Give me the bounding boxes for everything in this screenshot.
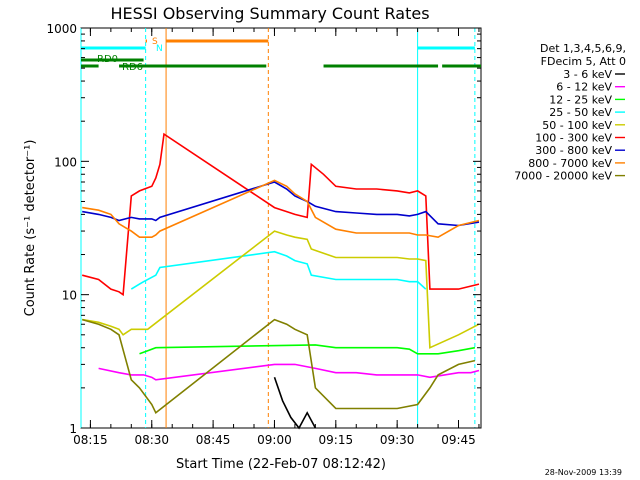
series-line-25-50-kev [130,250,427,290]
flag-label-n: N [156,44,163,54]
legend-header-line: Det 1,3,4,5,6,9, [540,42,626,55]
x-tick-label: 08:45 [196,433,231,447]
series-line-50-100-kev [82,230,480,349]
flag-label-rd6: RD6 [122,62,143,73]
legend-label-7000-20000-kev: 7000 - 20000 keV [514,170,612,183]
y-tick-label: 1 [69,422,77,436]
x-axis-label: Start Time (22-Feb-07 08:12:42) [176,457,386,472]
x-tick-label: 09:30 [380,433,415,447]
legend-label-100-300-kev: 100 - 300 keV [535,132,612,145]
axis-ticks: 08:15 08:30 08:45 09:00 09:15 09:30 09:45 1 10 10… [46,22,481,447]
legend-label-12-25-kev: 12 - 25 keV [549,93,612,106]
plot-frame [80,27,482,429]
series-line-3-6-kev [273,377,317,430]
legend-label-800-7000-kev: 800 - 7000 keV [528,157,612,170]
series-line-7000-20000-kev [81,318,476,415]
vertical-markers [80,28,476,428]
legend-label-6-12-kev: 6 - 12 keV [556,81,612,94]
y-tick-label: 1000 [46,22,77,36]
flag-label-rd0: RD0 [97,54,118,65]
series-line-300-800-kev [82,181,480,227]
x-tick-label: 09:15 [319,433,354,447]
y-axis-label: Count Rate (s⁻¹ detector⁻¹) [23,140,38,317]
flag-label-s: S [152,37,158,47]
legend-label-300-800-kev: 300 - 800 keV [535,144,612,157]
footer-timestamp: 28-Nov-2009 13:39 [545,468,622,477]
series-line-12-25-kev [139,344,476,355]
series-line-100-300-kev [81,132,480,297]
x-tick-label: 08:30 [134,433,169,447]
x-tick-label: 09:00 [257,433,292,447]
y-tick-label: 10 [62,289,77,303]
legend-header-line: FDecim 5, Att 0 [541,55,626,68]
legend-label-25-50-kev: 25 - 50 keV [549,106,612,119]
chart-title: HESSI Observing Summary Count Rates [110,4,429,23]
series-lines [81,132,480,430]
series-line-800-7000-kev [82,179,480,239]
legend-label-3-6-kev: 3 - 6 keV [563,68,612,81]
x-tick-label: 08:15 [73,433,108,447]
series-line-6-12-kev [98,363,480,381]
y-tick-label: 100 [54,155,77,169]
legend: Det 1,3,4,5,6,9,FDecim 5, Att 03 - 6 keV… [514,42,626,183]
x-tick-label: 09:45 [441,433,476,447]
legend-label-50-100-kev: 50 - 100 keV [542,119,612,132]
status-flags: RD0 RD6 SN [81,37,481,73]
